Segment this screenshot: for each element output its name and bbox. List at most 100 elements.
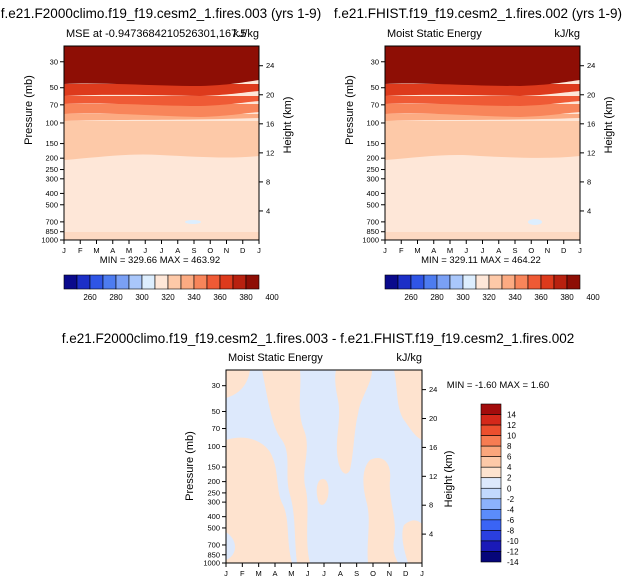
pressure-tick-label: 300	[366, 174, 379, 183]
panel-b-title: f.e21.FHIST.f19_f19.cesm2_1.fires.002 (y…	[334, 6, 622, 21]
colorbar-swatch	[102, 274, 117, 290]
colorbar-label: 320	[482, 293, 496, 302]
colorbar-swatch	[475, 274, 490, 290]
colorbar-swatch	[141, 274, 156, 290]
panel-a-band-lower	[64, 121, 259, 160]
colorbar-swatch	[245, 274, 260, 290]
x-tick-label: O	[370, 569, 376, 578]
height-tick-label: 12	[429, 472, 437, 481]
x-tick-label: M	[414, 246, 420, 255]
colorbar-label: 320	[161, 293, 175, 302]
x-tick-label: D	[561, 246, 567, 255]
colorbar-swatch	[480, 456, 502, 468]
colorbar-swatch	[553, 274, 568, 290]
colorbar-label: 340	[187, 293, 201, 302]
panel-c-positive-patch-2	[226, 437, 292, 563]
pressure-tick-label: 500	[366, 200, 379, 209]
colorbar-swatch	[501, 274, 516, 290]
pressure-tick-label: 700	[45, 217, 58, 226]
x-tick-label: N	[387, 569, 392, 578]
panel-c-ylabel: Pressure (mb)	[184, 431, 196, 501]
colorbar-swatch	[76, 274, 91, 290]
x-tick-label: S	[191, 246, 196, 255]
colorbar-swatch	[449, 274, 464, 290]
colorbar-label: 10	[507, 432, 516, 441]
colorbar-label: 4	[507, 463, 512, 472]
panel-c-minmax: MIN = -1.60 MAX = 1.60	[447, 380, 549, 391]
panel-c-positive-patch-4	[335, 370, 372, 474]
colorbar-swatch	[115, 274, 130, 290]
pressure-tick-label: 400	[366, 189, 379, 198]
colorbar-label: -8	[507, 526, 515, 535]
colorbar-swatch	[384, 274, 399, 290]
panel-b-subtitle-left: Moist Static Energy	[387, 28, 482, 40]
colorbar-swatch	[540, 274, 555, 290]
height-tick-label: 12	[266, 148, 274, 157]
pressure-tick-label: 70	[50, 100, 58, 109]
panel-a-subtitle-right: kJ/kg	[233, 28, 259, 40]
colorbar-swatch	[232, 274, 247, 290]
panel-a: f.e21.F2000climo.f19_f19.cesm2_1.fires.0…	[1, 6, 321, 302]
colorbar-label: 0	[507, 484, 512, 493]
colorbar-swatch	[527, 274, 542, 290]
colorbar-label: 8	[507, 442, 512, 451]
panel-c-positive-patch-1	[226, 370, 250, 398]
pressure-tick-label: 850	[207, 550, 220, 559]
panel-c-positive-patch-8	[316, 478, 329, 505]
pressure-tick-label: 100	[366, 118, 379, 127]
panel-a-field	[64, 46, 259, 240]
x-tick-label: N	[224, 246, 229, 255]
colorbar-swatch	[480, 424, 502, 436]
height-tick-label: 4	[587, 206, 591, 215]
colorbar-swatch	[397, 274, 412, 290]
height-tick-label: 20	[266, 90, 274, 99]
panel-a-band-top	[64, 46, 259, 86]
pressure-tick-label: 70	[212, 424, 220, 433]
panel-b-blue-patch	[528, 219, 542, 225]
height-tick-label: 8	[587, 177, 591, 186]
pressure-tick-label: 70	[371, 100, 379, 109]
colorbar-label: 400	[265, 293, 279, 302]
panel-c-positive-patch-3	[262, 370, 310, 563]
colorbar-swatch	[423, 274, 438, 290]
panel-b-colorbar: 260 280 300 320 340 360 380 400	[384, 274, 600, 302]
colorbar-swatch	[488, 274, 503, 290]
pressure-tick-label: 700	[366, 217, 379, 226]
panel-a-y2label: Height (km)	[282, 97, 294, 154]
colorbar-swatch	[566, 274, 581, 290]
panel-a-ylabel: Pressure (mb)	[23, 75, 35, 145]
colorbar-swatch	[480, 498, 502, 510]
x-tick-label: F	[240, 569, 245, 578]
panel-c-y2label: Height (km)	[443, 451, 455, 508]
colorbar-label: -12	[507, 547, 519, 556]
colorbar-swatch	[480, 466, 502, 479]
pressure-tick-label: 250	[207, 488, 220, 497]
colorbar-label: 12	[507, 421, 516, 430]
x-tick-label: F	[399, 246, 404, 255]
height-tick-label: 20	[429, 414, 437, 423]
colorbar-swatch	[480, 509, 502, 521]
pressure-tick-label: 200	[207, 477, 220, 486]
pressure-tick-label: 30	[212, 381, 220, 390]
colorbar-label: 280	[430, 293, 444, 302]
height-tick-label: 24	[429, 385, 437, 394]
pressure-tick-label: 1000	[203, 559, 220, 568]
height-tick-label: 12	[587, 148, 595, 157]
panel-b-band-top	[385, 46, 580, 86]
height-tick-label: 4	[266, 206, 270, 215]
x-tick-label: J	[257, 246, 261, 255]
colorbar-swatch	[154, 274, 169, 290]
x-tick-label: J	[464, 246, 468, 255]
pressure-tick-label: 150	[45, 139, 58, 148]
panel-a-band-upper-mid	[64, 96, 259, 106]
panel-b-ylabel: Pressure (mb)	[344, 75, 356, 145]
panel-b-subtitle-right: kJ/kg	[554, 28, 580, 40]
x-tick-label: A	[338, 569, 343, 578]
height-tick-label: 8	[429, 501, 433, 510]
panel-a-blue-patch	[185, 220, 201, 224]
panel-a-band-surface	[64, 232, 259, 240]
colorbar-label: 360	[213, 293, 227, 302]
height-tick-label: 16	[429, 443, 437, 452]
